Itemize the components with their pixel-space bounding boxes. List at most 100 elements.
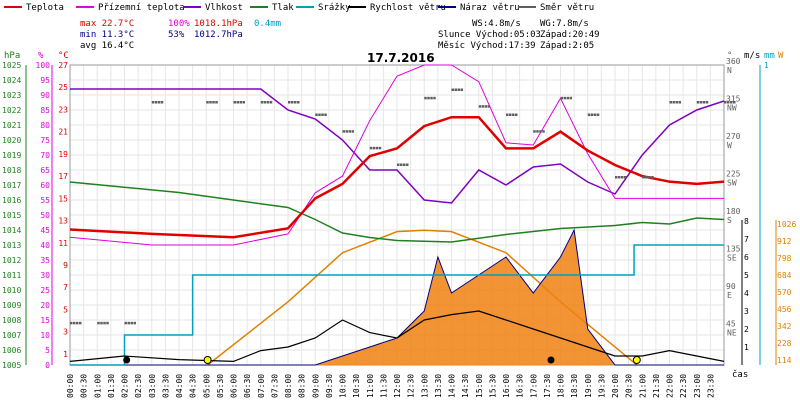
- series-winddir-point: [263, 101, 267, 104]
- series-winddir-point: [587, 113, 591, 116]
- axis-tick-temp: 17: [58, 172, 68, 181]
- series-winddir-point: [288, 101, 291, 104]
- series-winddir-point: [318, 113, 321, 116]
- series-winddir-point: [512, 113, 515, 116]
- series-winddir-point: [133, 321, 136, 325]
- axis-tick-dir-label: W: [727, 141, 732, 150]
- axis-tick-x: 22:00: [666, 374, 675, 398]
- axis-unit-ms: m/s: [744, 51, 760, 61]
- axis-tick-pct: 85: [40, 106, 50, 115]
- axis-tick-hpa: 1023: [2, 91, 21, 100]
- axis-tick-x: 00:00: [66, 374, 75, 398]
- axis-tick-dir-label: E: [727, 291, 732, 300]
- axis-tick-pct: 35: [40, 256, 50, 265]
- axis-tick-dir-label: SE: [727, 254, 737, 263]
- axis-unit-hpa: hPa: [4, 51, 20, 61]
- series-winddir-point: [206, 101, 209, 104]
- axis-tick-x: 08:00: [284, 374, 293, 398]
- legend-label: Vlhkost: [205, 3, 243, 13]
- stat-moon-set: Západ:2:05: [540, 41, 594, 51]
- series-winddir-point: [397, 163, 400, 166]
- series-winddir-point: [406, 163, 409, 166]
- axis-tick-x: 09:00: [311, 374, 320, 398]
- series-winddir-point: [294, 101, 297, 104]
- axis-tick-w: 342: [777, 322, 792, 331]
- axis-tick-pct: 100: [36, 61, 51, 70]
- axis-tick-dir-label: S: [727, 216, 732, 225]
- axis-tick-x: 06:00: [230, 374, 239, 398]
- series-winddir-point: [481, 105, 485, 108]
- legend-label: Rychlost větru: [370, 3, 446, 13]
- series-winddir-point: [484, 105, 488, 108]
- axis-tick-w: 456: [777, 305, 792, 314]
- axis-label-x: čas: [732, 369, 748, 380]
- series-winddir-point: [460, 88, 463, 91]
- axis-tick-x: 03:00: [148, 374, 157, 398]
- axis-tick-dir-label: NW: [727, 104, 737, 113]
- series-winddir-point: [642, 176, 645, 179]
- axis-tick-ms: 3: [744, 307, 749, 316]
- axis-tick-hpa: 1015: [2, 211, 21, 220]
- axis-unit-w: W: [778, 51, 784, 61]
- axis-tick-temp: 21: [58, 128, 68, 137]
- series-winddir-point: [215, 101, 218, 104]
- axis-tick-x: 20:00: [611, 374, 620, 398]
- axis-tick-pct: 60: [40, 181, 50, 190]
- axis-tick-pct: 80: [40, 121, 50, 130]
- axis-tick-hpa: 1022: [2, 106, 21, 115]
- axis-tick-w: 798: [777, 254, 792, 263]
- series-winddir-point: [430, 96, 433, 100]
- stat-min-temp: min 11.3°C: [80, 30, 134, 40]
- axis-tick-pct: 45: [40, 226, 50, 235]
- axis-tick-x: 00:30: [80, 374, 89, 398]
- axis-tick-hpa: 1014: [2, 226, 21, 235]
- series-winddir-point: [618, 176, 621, 179]
- axis-tick-x: 11:00: [366, 374, 375, 398]
- axis-tick-dir-deg: 270: [726, 132, 741, 141]
- axis-tick-x: 10:30: [352, 374, 361, 398]
- series-winddir-point: [672, 101, 675, 104]
- axis-tick-dir-deg: 90: [726, 282, 736, 291]
- axis-tick-x: 16:00: [502, 374, 511, 398]
- series-winddir-point: [103, 321, 106, 325]
- series-winddir-point: [342, 130, 345, 133]
- axis-tick-pct: 25: [40, 286, 50, 295]
- axis-tick-dir-deg: 180: [726, 207, 741, 216]
- series-winddir-point: [536, 130, 539, 133]
- series-winddir-point: [454, 88, 457, 91]
- axis-tick-x: 01:30: [107, 374, 116, 398]
- series-winddir-point: [369, 146, 373, 150]
- axis-tick-x: 17:30: [543, 374, 552, 398]
- series-winddir-point: [321, 113, 324, 116]
- series-winddir-point: [124, 321, 127, 325]
- axis-tick-hpa: 1012: [2, 256, 21, 265]
- axis-tick-x: 18:00: [557, 374, 566, 398]
- series-winddir-point: [702, 101, 706, 104]
- axis-tick-w: 570: [777, 288, 792, 297]
- axis-tick-x: 11:30: [379, 374, 388, 398]
- axis-tick-pct: 95: [40, 76, 50, 85]
- series-windspeed-line: [69, 310, 725, 363]
- series-winddir-point: [621, 176, 624, 179]
- axis-tick-mm: 1: [764, 61, 769, 70]
- axis-tick-dir-deg: 45: [726, 320, 736, 329]
- series-winddir-point: [239, 101, 242, 104]
- axis-tick-x: 07:30: [270, 374, 279, 398]
- axis-tick-pct: 20: [40, 301, 50, 310]
- axis-tick-temp: 23: [58, 105, 68, 114]
- series-winddir-point: [478, 105, 482, 108]
- series-winddir-point: [678, 101, 681, 104]
- series-winddir-point: [345, 130, 348, 133]
- axis-tick-x: 04:00: [175, 374, 184, 398]
- series-winddir-point: [509, 113, 512, 116]
- axis-tick-x: 13:30: [434, 374, 443, 398]
- axis-tick-dir-label: NE: [727, 329, 737, 338]
- axis-tick-hpa: 1024: [2, 76, 21, 85]
- series-gust-line: [70, 228, 724, 366]
- legend-label: Teplota: [26, 3, 64, 13]
- axis-tick-dir-label: N: [727, 66, 732, 75]
- series-winddir-point: [154, 101, 158, 104]
- axis-tick-x: 18:30: [570, 374, 579, 398]
- axis-tick-hpa: 1008: [2, 316, 21, 325]
